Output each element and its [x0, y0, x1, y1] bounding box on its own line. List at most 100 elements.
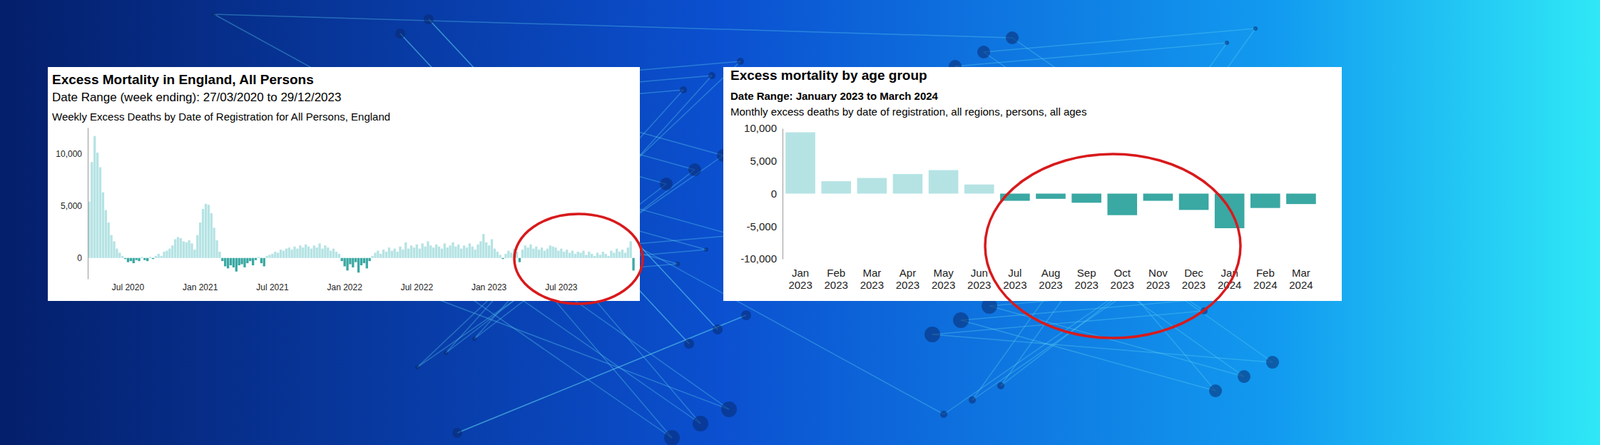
bar: [465, 247, 468, 259]
description: Monthly excess deaths by date of registr…: [730, 105, 1087, 118]
bar: [423, 246, 426, 259]
network-node: [1005, 31, 1019, 45]
x-tick-label-line: 2023: [1074, 278, 1098, 292]
bar: [104, 210, 107, 259]
bar: [301, 247, 304, 259]
x-tick-label: Aug2023: [1038, 266, 1063, 292]
bar: [243, 258, 246, 268]
bar: [165, 251, 168, 259]
bar: [343, 258, 346, 267]
bar: [632, 258, 635, 272]
network-line: [983, 28, 1256, 53]
y-tick: 10,000: [744, 121, 783, 135]
x-tick-label-line: Jan: [791, 266, 809, 279]
network-node: [1237, 370, 1251, 384]
bar: [93, 136, 96, 259]
bar: [96, 152, 99, 259]
chart-root: Excess Mortality in England, All Persons…: [0, 0, 1600, 445]
bar: [210, 213, 213, 259]
bar: [604, 253, 607, 259]
panel-background: [47, 67, 640, 302]
bar: [602, 251, 605, 259]
bar: [174, 238, 177, 258]
bar: [248, 258, 252, 262]
bar: [435, 244, 438, 259]
network-node: [688, 163, 702, 177]
bar: [329, 251, 332, 259]
bar: [393, 248, 396, 259]
bar: [363, 258, 366, 264]
network-node: [415, 365, 420, 370]
bar: [226, 258, 229, 269]
x-tick-label: Jan 2023: [471, 282, 508, 293]
bar: [612, 252, 615, 258]
x-tick-label: Apr2023: [895, 266, 920, 292]
x-tick-label: Sep2023: [1074, 266, 1098, 292]
bar: [540, 247, 543, 259]
bar: [549, 245, 552, 259]
x-tick: Jul 2023: [544, 282, 578, 293]
chart-panel: Excess mortality by age groupDate Range:…: [723, 67, 1342, 302]
x-tick-label-line: May: [933, 266, 954, 279]
canvas: Excess Mortality in England, All Persons…: [0, 0, 1600, 445]
bar: [146, 258, 149, 262]
bar: [593, 256, 596, 259]
bar: [473, 249, 476, 259]
bar: [90, 161, 93, 259]
bar: [557, 251, 560, 259]
bar: [354, 258, 357, 263]
bar: [590, 253, 593, 259]
bar: [140, 256, 143, 258]
bar: [157, 253, 160, 259]
bar: [462, 245, 466, 259]
bar: [215, 240, 218, 259]
y-tick-label: 5,000: [60, 201, 83, 212]
x-axis: Jul 2020Jan 2021Jul 2021Jan 2022Jul 2022…: [111, 282, 578, 293]
y-axis: 05,00010,000: [55, 128, 88, 280]
bar: [99, 167, 102, 259]
bar: [168, 248, 171, 259]
bar: [296, 248, 299, 259]
bar: [298, 245, 302, 259]
subtitle: Date Range: January 2023 to March 2024: [730, 89, 939, 103]
bar: [615, 248, 618, 259]
bar: [382, 249, 385, 259]
y-tick: 0: [77, 253, 88, 264]
bar: [335, 251, 338, 259]
bar: [571, 251, 574, 259]
bar: [204, 204, 207, 259]
bar: [388, 247, 391, 259]
x-tick: Feb2024: [1253, 266, 1277, 292]
bar: [171, 245, 174, 259]
bar: [273, 251, 277, 259]
bar: [446, 247, 449, 259]
bar: [154, 256, 157, 259]
network-node: [924, 326, 941, 343]
bar: [599, 254, 602, 258]
bar: [543, 251, 546, 259]
bar: [288, 247, 291, 259]
highlight-ellipse: [514, 213, 643, 304]
x-tick-label: Jun2023: [967, 266, 991, 292]
bar: [176, 237, 180, 259]
bar: [1143, 194, 1174, 202]
x-tick-label: Feb2024: [1253, 266, 1277, 292]
network-line: [405, 287, 730, 410]
description: Weekly Excess Deaths by Date of Registra…: [52, 110, 391, 123]
bar: [179, 238, 182, 259]
bar: [279, 249, 282, 259]
network-line: [989, 306, 1245, 377]
x-tick-label: Jan2024: [1217, 266, 1242, 292]
bar: [546, 248, 549, 259]
bar: [562, 251, 565, 259]
bar: [112, 241, 115, 258]
bar: [326, 247, 329, 259]
x-tick-label: Oct2023: [1110, 266, 1135, 292]
bar: [437, 246, 441, 259]
y-tick: 5,000: [749, 154, 783, 167]
bar: [551, 246, 554, 259]
bar: [821, 181, 852, 194]
network-node: [741, 310, 752, 321]
bar: [385, 251, 388, 259]
x-tick-label: Mar2024: [1288, 266, 1313, 292]
